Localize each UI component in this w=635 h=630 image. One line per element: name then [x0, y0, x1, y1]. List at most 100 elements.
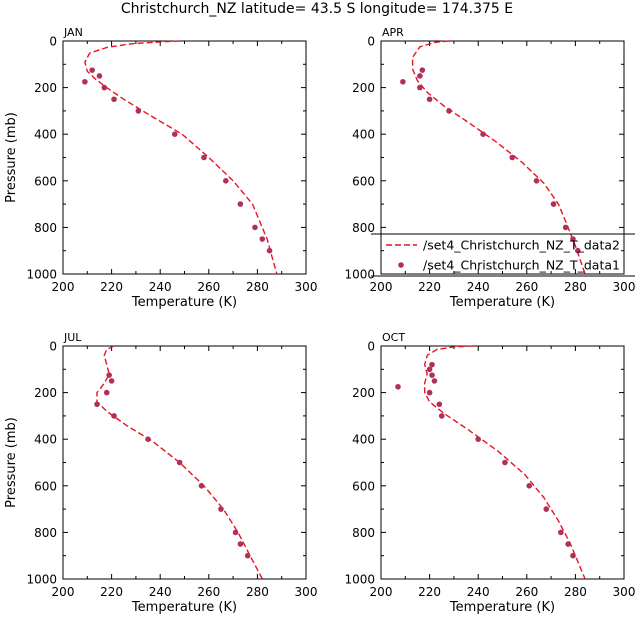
y-tick-label: 600: [34, 479, 57, 493]
data-point-data1: [259, 236, 266, 242]
data-point-data1: [96, 73, 103, 79]
panel-label: JAN: [63, 26, 83, 39]
x-tick-label: 200: [370, 280, 393, 294]
figure-title: Christchurch_NZ latitude= 43.5 S longitu…: [121, 1, 513, 17]
y-tick-label: 800: [352, 221, 375, 235]
data-point-data1: [419, 67, 426, 73]
panel-apr: 200 220 240 260 280 300 0 200 400 600 800 1000 APR Te…: [344, 26, 635, 310]
data-point-data1: [550, 201, 557, 207]
x-tick-label: 300: [613, 280, 635, 294]
data-point-data1: [417, 84, 423, 91]
data-point-data1: [145, 436, 151, 443]
y-tick-label: 200: [352, 81, 375, 95]
data-point-data1: [570, 552, 576, 559]
data-point-data1: [426, 96, 433, 103]
y-tick-label: 400: [34, 128, 57, 142]
panel-label: APR: [382, 26, 404, 39]
x-tick-label: 220: [418, 280, 441, 294]
y-tick-label: 600: [352, 174, 375, 188]
data-point-data1: [417, 73, 423, 79]
data-point-data1: [201, 154, 207, 161]
series-line-data2: [411, 40, 586, 275]
data-point-data1: [94, 401, 100, 408]
x-tick-label: 280: [564, 280, 587, 294]
panel-oct: 200 220 240 260 280 300 0 200 400 600 800 1000 OCT Te…: [344, 331, 635, 615]
legend-dots-label: /set4_Christchurch_NZ_T_data1: [423, 258, 620, 273]
data-point-data1: [111, 413, 117, 419]
x-axis-label: Temperature (K): [449, 295, 555, 310]
data-point-data1: [103, 389, 110, 396]
x-tick-label: 240: [149, 585, 172, 599]
x-tick-label: 280: [564, 585, 587, 599]
panel-label: JUL: [63, 331, 82, 344]
data-point-data1: [436, 401, 443, 408]
data-point-data1: [101, 84, 108, 91]
data-point-data1: [106, 372, 112, 378]
data-point-data1: [526, 483, 533, 489]
y-tick-label: 400: [34, 433, 57, 447]
x-tick-label: 280: [246, 585, 269, 599]
x-tick-label: 200: [52, 280, 75, 294]
legend-dot-swatch: [398, 262, 404, 268]
y-axis-label: Pressure (mb): [4, 112, 19, 203]
data-point-data1: [426, 366, 433, 373]
x-tick-label: 300: [613, 585, 635, 599]
data-point-data1: [108, 378, 115, 384]
x-tick-label: 280: [246, 280, 269, 294]
y-tick-label: 1000: [26, 573, 57, 587]
y-tick-label: 0: [367, 340, 375, 354]
data-point-data1: [562, 224, 569, 231]
y-tick-label: 200: [34, 386, 57, 400]
data-point-data1: [429, 372, 435, 378]
x-tick-label: 240: [149, 280, 172, 294]
x-tick-label: 220: [100, 585, 123, 599]
x-tick-label: 260: [197, 585, 220, 599]
data-point-data1: [135, 108, 142, 114]
x-axis-label: Temperature (K): [449, 600, 555, 615]
data-point-data1: [509, 154, 516, 161]
x-tick-label: 300: [295, 585, 318, 599]
y-tick-label: 600: [34, 174, 57, 188]
y-tick-label: 200: [352, 386, 375, 400]
series-line-data2: [84, 40, 278, 275]
x-tick-label: 260: [515, 585, 538, 599]
y-tick-label: 0: [49, 340, 57, 354]
x-axis-label: Temperature (K): [131, 600, 237, 615]
data-point-data1: [558, 529, 564, 536]
panel-jul: 200 220 240 260 280 300 0 200 400 600 800 1000 JUL Te…: [4, 331, 317, 615]
x-tick-label: 200: [370, 585, 393, 599]
y-tick-label: 1000: [344, 268, 375, 282]
data-point-data1: [232, 529, 239, 536]
data-point-data1: [111, 96, 117, 103]
data-point-data1: [533, 178, 540, 184]
data-point-data1: [570, 236, 576, 242]
y-tick-label: 800: [34, 221, 57, 235]
data-point-data1: [543, 506, 550, 512]
data-point-data1: [565, 541, 571, 547]
data-point-data1: [575, 247, 581, 254]
x-tick-label: 220: [100, 280, 123, 294]
plot-frame: [62, 345, 307, 580]
x-tick-label: 220: [418, 585, 441, 599]
panels: 200 220 240 260 280 300 0 200 400 600 800 1000 JAN Te…: [4, 26, 635, 615]
data-point-data1: [198, 483, 205, 489]
y-tick-label: 1000: [344, 573, 375, 587]
series-line-data2: [96, 345, 263, 580]
data-point-data1: [237, 541, 244, 547]
data-point-data1: [400, 78, 406, 85]
data-point-data1: [237, 201, 244, 207]
y-tick-label: 600: [352, 479, 375, 493]
panel-label: OCT: [382, 331, 405, 344]
data-point-data1: [176, 459, 183, 466]
data-point-data1: [475, 436, 482, 443]
y-axis-label: Pressure (mb): [4, 417, 19, 508]
y-tick-label: 0: [367, 35, 375, 49]
y-tick-label: 400: [352, 433, 375, 447]
data-point-data1: [426, 389, 433, 396]
data-point-data1: [82, 78, 88, 85]
y-tick-label: 400: [352, 128, 375, 142]
x-tick-label: 300: [295, 280, 318, 294]
data-point-data1: [171, 131, 178, 137]
data-point-data1: [429, 361, 435, 368]
